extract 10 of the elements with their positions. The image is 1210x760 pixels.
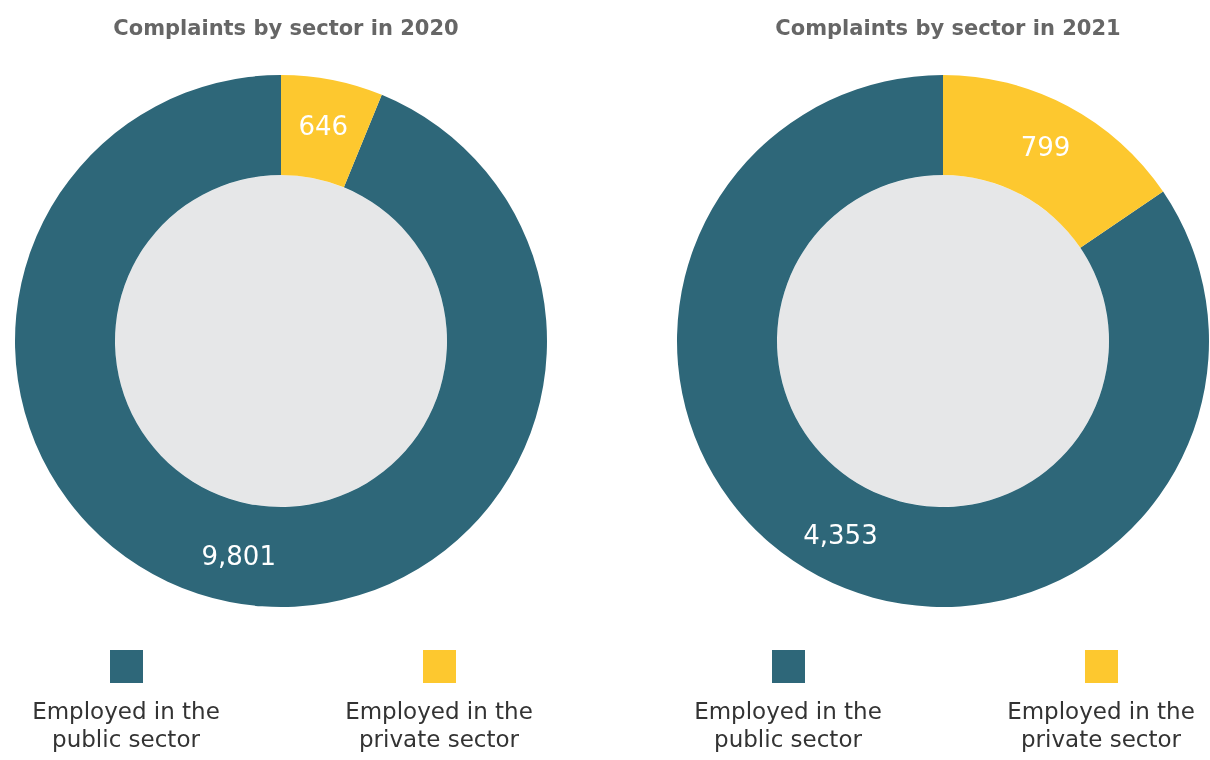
data-label: 646	[298, 111, 349, 142]
data-label: 9,801	[201, 540, 276, 571]
legend-label: Employed in the private sector	[1006, 697, 1196, 753]
data-label: 799	[1020, 132, 1071, 163]
legend-label: Employed in the public sector	[31, 697, 221, 753]
chart-title: Complaints by sector in 2021	[775, 15, 1121, 40]
data-label: 4,353	[803, 519, 878, 550]
chart-title: Complaints by sector in 2020	[113, 15, 459, 40]
legend-label: Employed in the private sector	[344, 697, 534, 753]
legend-label: Employed in the public sector	[693, 697, 883, 753]
